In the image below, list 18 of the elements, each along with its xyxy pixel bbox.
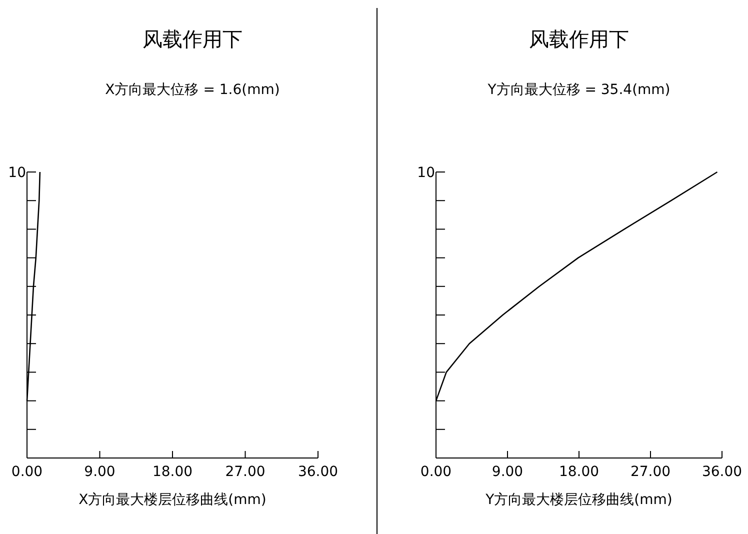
x-tick-label: 9.00	[492, 464, 524, 480]
x-tick-label: 18.00	[152, 464, 193, 480]
x-axis-title: Y方向最大楼层位移曲线(mm)	[484, 492, 672, 508]
x-tick-label: 0.00	[11, 464, 43, 480]
x-tick-label: 27.00	[225, 464, 266, 480]
chart-title: 风载作用下	[529, 27, 629, 51]
x-tick-label: 0.00	[420, 464, 452, 480]
x-tick-label: 9.00	[84, 464, 116, 480]
chart-subtitle: Y方向最大位移 = 35.4(mm)	[486, 82, 670, 98]
chart-subtitle: X方向最大位移 = 1.6(mm)	[105, 82, 280, 98]
x-tick-label: 36.00	[298, 464, 338, 480]
text: 10	[8, 165, 26, 181]
x-tick-label: 36.00	[702, 464, 742, 480]
x-tick-label: 18.00	[558, 464, 600, 480]
x-axis-title: X方向最大楼层位移曲线(mm)	[78, 492, 266, 508]
x-tick-label: 27.00	[630, 464, 671, 480]
chart-title: 风载作用下	[142, 27, 242, 51]
text: 10	[417, 165, 435, 181]
